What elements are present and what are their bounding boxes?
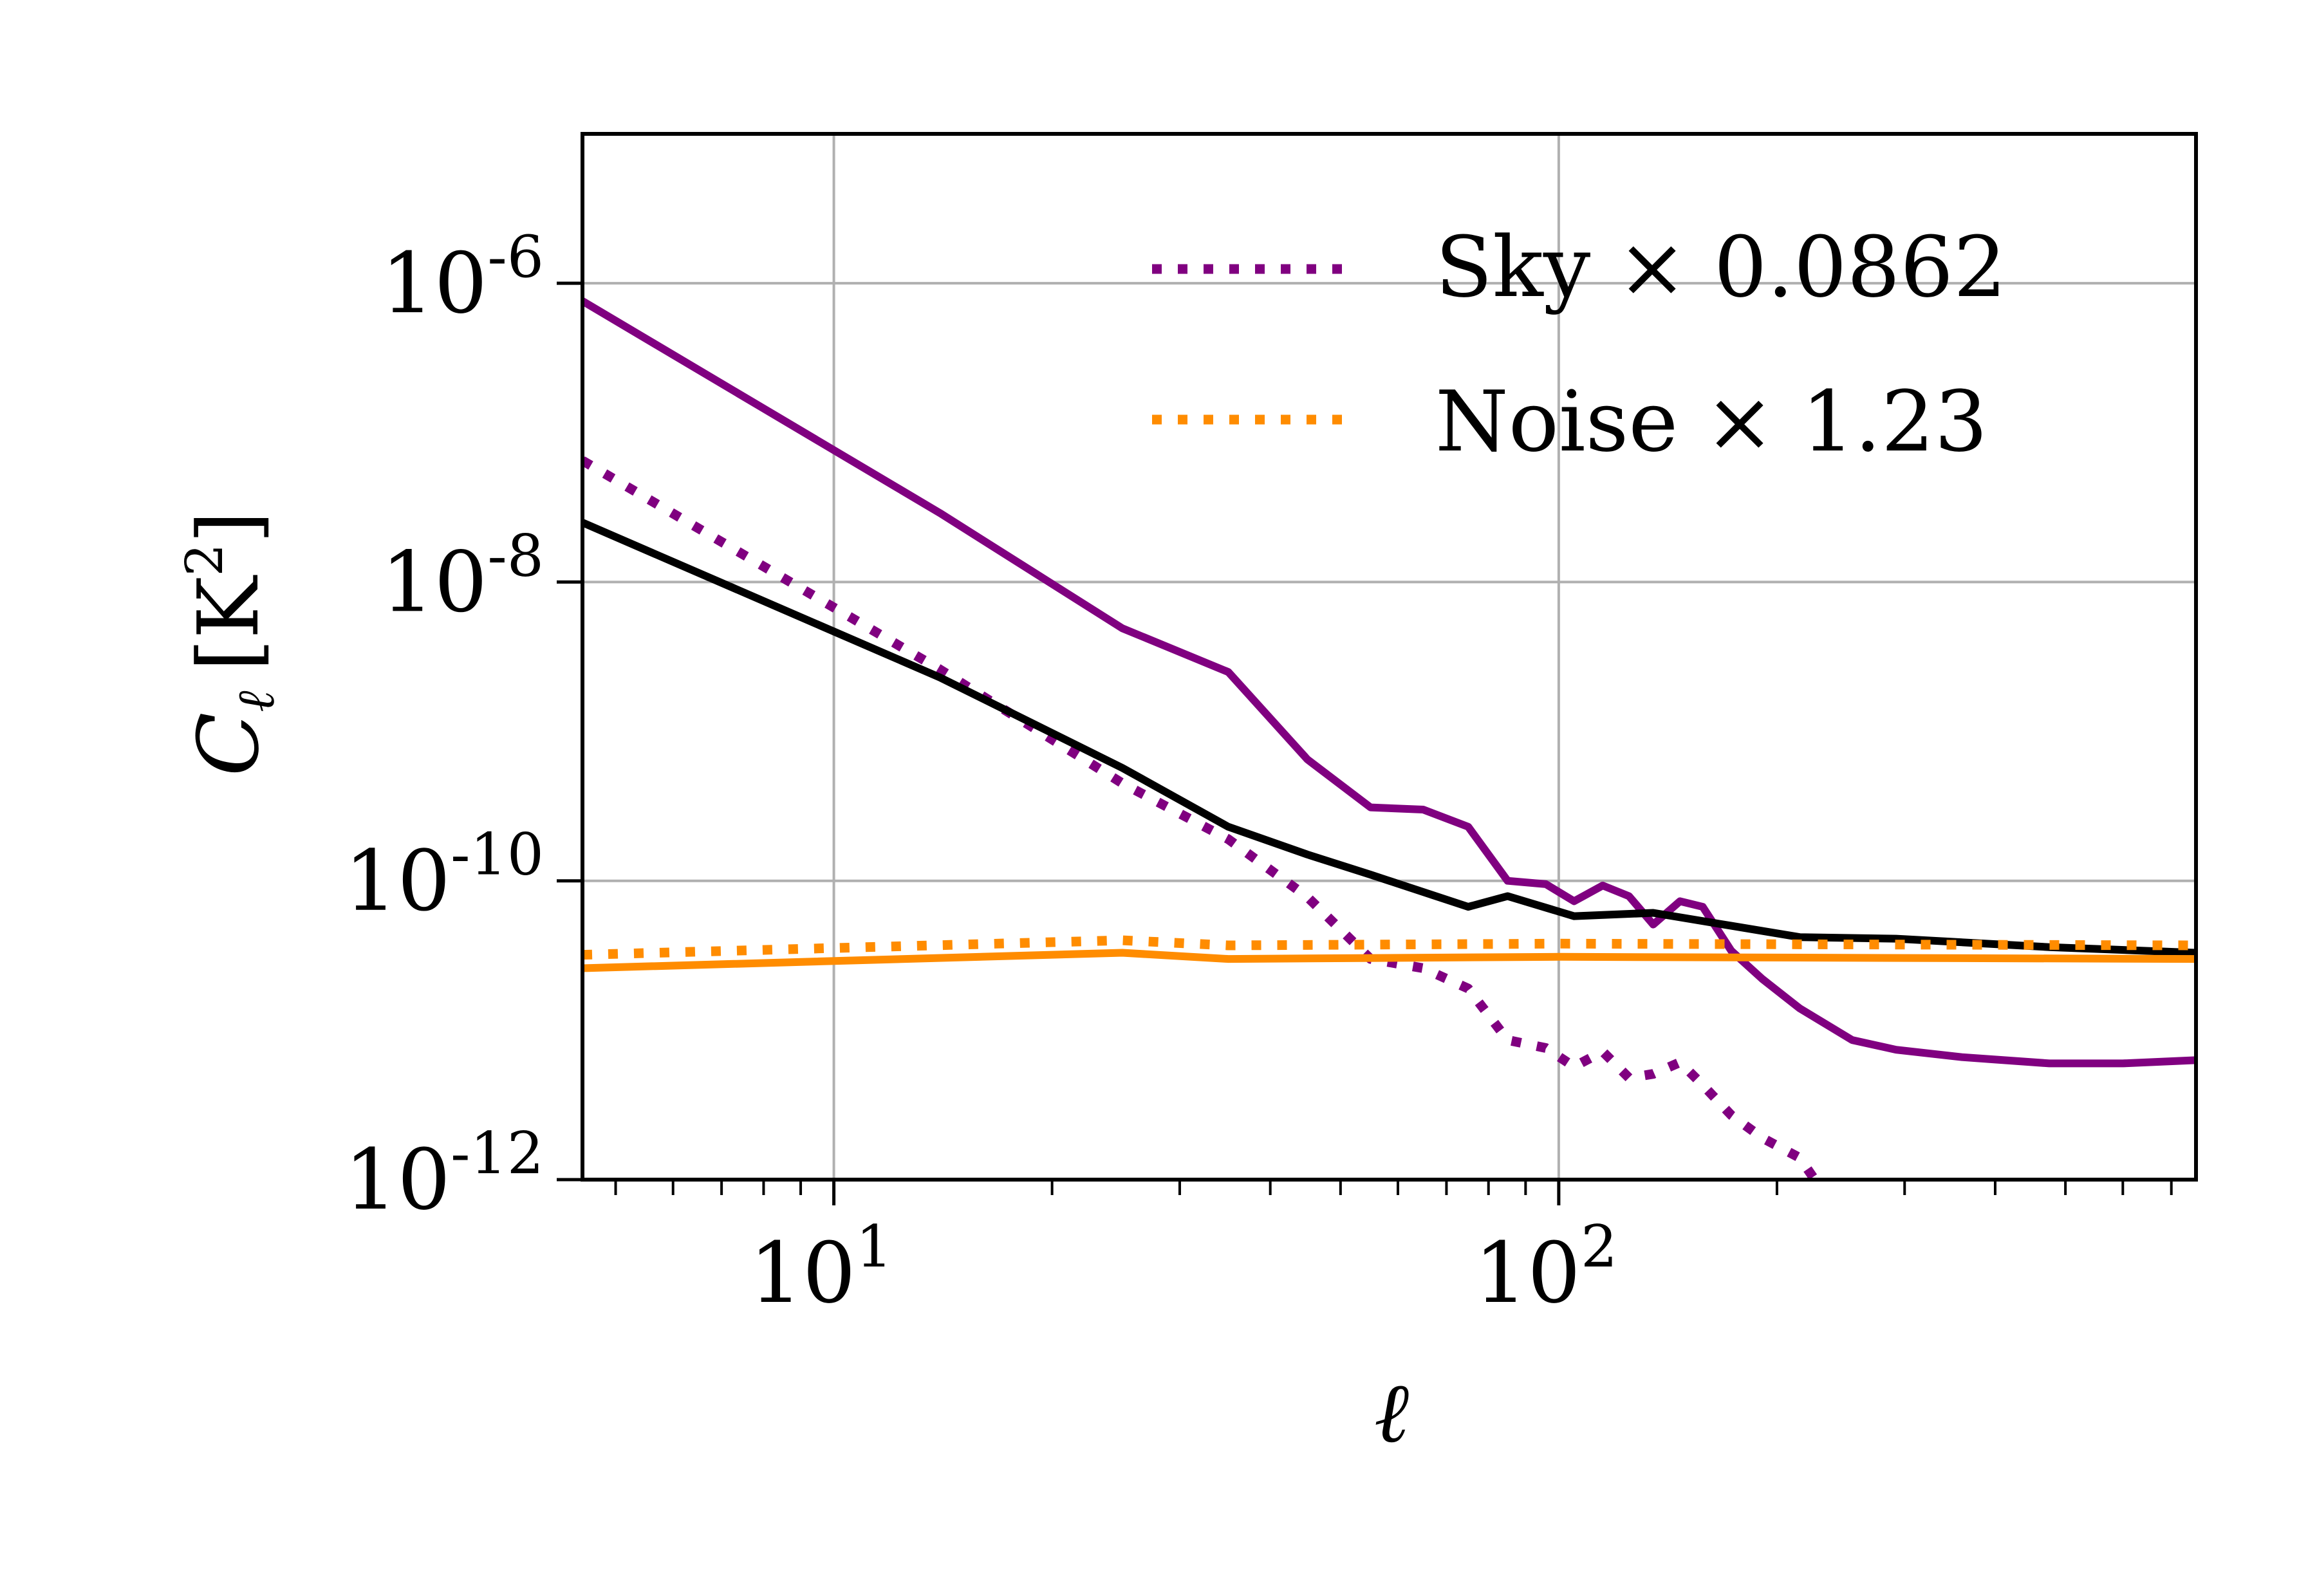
y-axis-label-text: Cℓ [K2] <box>174 511 286 776</box>
series-group <box>582 297 2196 1180</box>
y-axis-label: Cℓ [K2] <box>174 511 286 776</box>
x-tick-label: 102 <box>1475 1213 1618 1322</box>
y-tick-label: 10-10 <box>344 821 544 930</box>
axes-frame <box>581 132 2198 1182</box>
y-label-sub: ℓ <box>226 691 286 712</box>
legend-entry-noise: Noise × 1.23 <box>1152 373 1987 470</box>
tick-labels: 101 102 10-6 10-8 10-10 10-12 <box>344 223 1618 1322</box>
series-line-total <box>582 519 2196 957</box>
legend-label-noise: Noise × 1.23 <box>1435 373 1987 470</box>
legend-entry-sky: Sky × 0.0862 <box>1152 218 2007 316</box>
x-axis-label: ℓ <box>1374 1364 1409 1461</box>
y-tick-label: 10-8 <box>381 522 544 631</box>
y-tick-label: 10-6 <box>381 223 544 332</box>
y-label-units: [K <box>180 575 277 672</box>
series-line-noise <box>582 949 2196 972</box>
y-tick-label: 10-12 <box>344 1120 544 1229</box>
y-label-c: C <box>180 712 277 776</box>
legend-label-sky: Sky × 0.0862 <box>1435 218 2007 316</box>
x-axis-label-text: ℓ <box>1374 1364 1409 1461</box>
tick-marks <box>557 281 2173 1205</box>
y-label-units-close: ] <box>180 511 277 544</box>
series-line-noise-1-23 <box>582 935 2196 960</box>
x-tick-label: 101 <box>749 1213 893 1322</box>
series-line-sky-0-0862 <box>582 456 1821 1180</box>
legend: Sky × 0.0862 Noise × 1.23 <box>1152 218 2007 470</box>
series-line-sky <box>582 297 2196 1068</box>
y-label-units-sup: 2 <box>174 544 234 577</box>
